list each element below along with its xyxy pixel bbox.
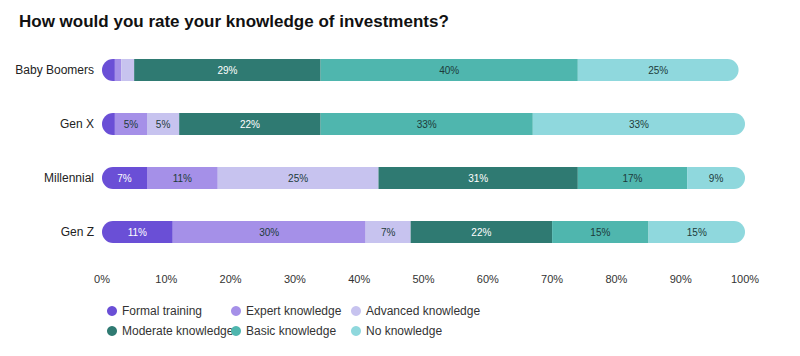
- svg-text:10%: 10%: [155, 273, 177, 285]
- svg-text:70%: 70%: [541, 273, 563, 285]
- svg-text:30%: 30%: [259, 227, 279, 238]
- svg-text:40%: 40%: [439, 65, 459, 76]
- svg-text:30%: 30%: [284, 273, 306, 285]
- svg-text:7%: 7%: [117, 173, 132, 184]
- svg-text:33%: 33%: [629, 119, 649, 130]
- svg-text:0%: 0%: [94, 273, 110, 285]
- svg-text:15%: 15%: [590, 227, 610, 238]
- svg-text:60%: 60%: [477, 273, 499, 285]
- svg-text:29%: 29%: [217, 65, 237, 76]
- svg-text:33%: 33%: [417, 119, 437, 130]
- svg-text:5%: 5%: [156, 119, 171, 130]
- svg-text:Advanced knowledge: Advanced knowledge: [366, 304, 480, 318]
- svg-text:9%: 9%: [709, 173, 724, 184]
- svg-text:50%: 50%: [412, 273, 434, 285]
- svg-text:Basic knowledge: Basic knowledge: [246, 324, 336, 338]
- svg-text:80%: 80%: [605, 273, 627, 285]
- svg-text:Moderate knowledge: Moderate knowledge: [122, 324, 234, 338]
- svg-text:How would you rate your knowle: How would you rate your knowledge of inv…: [19, 12, 449, 31]
- svg-text:31%: 31%: [468, 173, 488, 184]
- svg-text:5%: 5%: [124, 119, 139, 130]
- svg-text:11%: 11%: [173, 173, 192, 184]
- svg-text:Millennial: Millennial: [44, 171, 94, 185]
- svg-text:Formal training: Formal training: [122, 304, 202, 318]
- svg-text:90%: 90%: [670, 273, 692, 285]
- svg-text:22%: 22%: [240, 119, 260, 130]
- svg-text:25%: 25%: [288, 173, 308, 184]
- svg-text:Baby Boomers: Baby Boomers: [15, 63, 94, 77]
- svg-text:15%: 15%: [687, 227, 707, 238]
- svg-text:11%: 11%: [128, 227, 147, 238]
- svg-text:17%: 17%: [622, 173, 642, 184]
- svg-text:22%: 22%: [471, 227, 491, 238]
- svg-text:No knowledge: No knowledge: [366, 324, 442, 338]
- svg-text:40%: 40%: [348, 273, 370, 285]
- svg-text:Gen X: Gen X: [60, 117, 94, 131]
- svg-text:20%: 20%: [220, 273, 242, 285]
- svg-text:Gen Z: Gen Z: [61, 225, 94, 239]
- svg-text:Expert knowledge: Expert knowledge: [246, 304, 342, 318]
- svg-text:7%: 7%: [381, 227, 396, 238]
- svg-text:100%: 100%: [731, 273, 759, 285]
- svg-text:25%: 25%: [648, 65, 668, 76]
